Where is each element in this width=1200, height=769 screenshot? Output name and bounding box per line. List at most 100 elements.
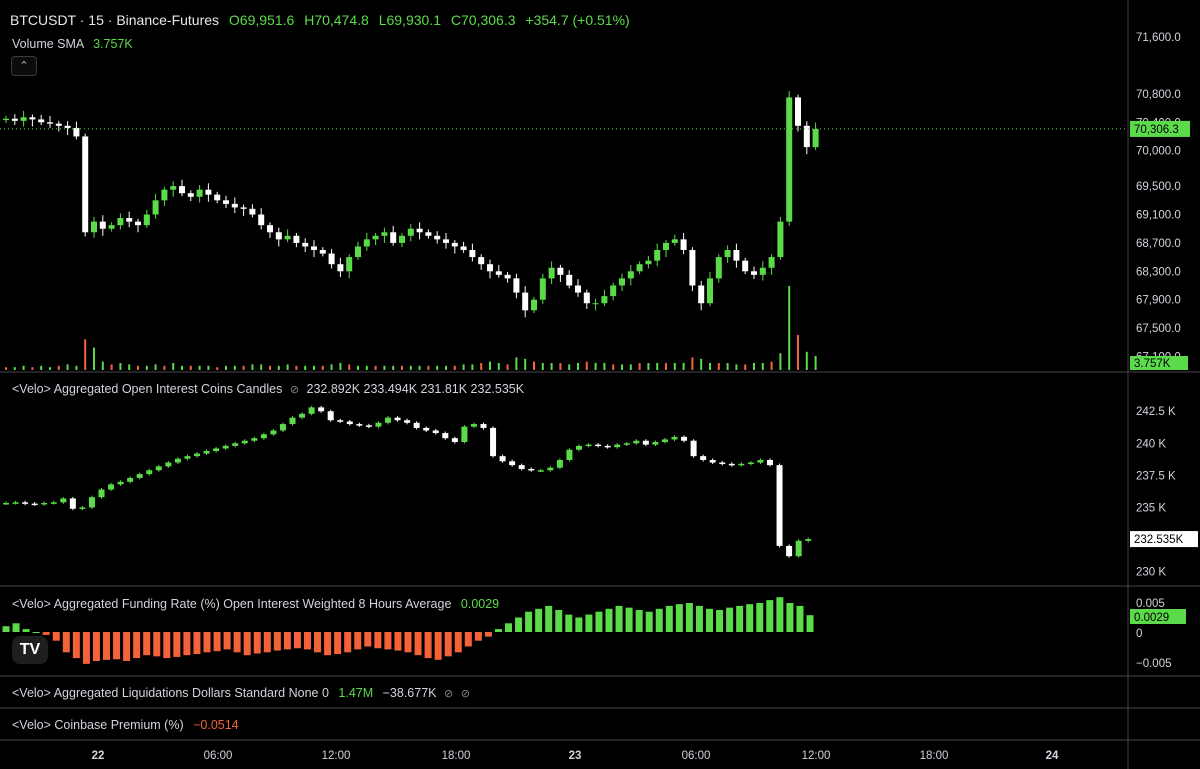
- oi-candle: [60, 498, 67, 503]
- funding-tick-label: 0.005: [1136, 598, 1165, 610]
- volume-bar: [181, 365, 183, 370]
- volume-bar: [753, 363, 755, 370]
- oi-candle: [346, 421, 353, 425]
- price-candle: [91, 221, 97, 233]
- funding-bar: [675, 604, 683, 632]
- funding-bar: [243, 632, 251, 656]
- price-candle: [759, 267, 766, 275]
- oi-candle: [232, 443, 239, 446]
- hidden-icon[interactable]: ⊘: [289, 384, 300, 396]
- funding-bar: [786, 603, 794, 632]
- price-candle: [73, 127, 80, 137]
- volume-bar: [700, 358, 703, 370]
- price-candle: [689, 250, 696, 286]
- price-candle: [671, 239, 678, 243]
- hidden-icon[interactable]: ⊘: [443, 688, 454, 700]
- volume-bar: [709, 363, 711, 370]
- volume-bar: [383, 365, 386, 370]
- oi-candle: [3, 502, 9, 505]
- funding-tick-label: −0.005: [1136, 658, 1172, 670]
- price-candle: [627, 271, 634, 279]
- volume-bar: [295, 365, 298, 370]
- volume-bar: [427, 365, 430, 370]
- price-candle: [135, 221, 141, 226]
- volume-bar: [40, 365, 43, 370]
- price-candle: [355, 246, 361, 258]
- funding-bar: [143, 632, 151, 656]
- price-tick-label: 68,300.0: [1136, 266, 1181, 278]
- funding-bar: [293, 632, 301, 649]
- volume-bar: [93, 347, 95, 370]
- price-tick-label: 67,500.0: [1136, 323, 1181, 335]
- volume-bar: [286, 364, 289, 370]
- funding-bar: [304, 632, 311, 650]
- price-candle: [258, 214, 265, 226]
- oi-candle: [547, 467, 554, 471]
- volume-bar: [559, 363, 562, 370]
- volume-bar: [761, 363, 764, 370]
- funding-bar: [535, 608, 543, 632]
- volume-bar: [585, 361, 588, 370]
- price-candle: [205, 189, 212, 195]
- volume-bar: [436, 365, 439, 370]
- funding-bar: [253, 632, 261, 654]
- oi-values: 232.892K 233.494K 231.81K 232.535K: [306, 382, 525, 396]
- oi-candle: [194, 453, 200, 457]
- price-candle: [117, 218, 124, 226]
- funding-bar: [726, 607, 734, 632]
- volume-bar: [612, 364, 615, 370]
- volume-bar: [348, 364, 351, 370]
- price-candle: [610, 285, 617, 297]
- oi-candle: [671, 436, 678, 440]
- liq-value-1: 1.47M: [338, 686, 374, 700]
- oi-candle: [442, 433, 449, 439]
- funding-bar: [434, 632, 442, 660]
- price-candle: [443, 239, 449, 243]
- price-candle: [768, 257, 775, 268]
- price-tick-label: 70,000.0: [1136, 146, 1181, 158]
- volume-bar: [656, 363, 659, 370]
- oi-candle: [289, 417, 296, 425]
- funding-bar: [695, 605, 703, 632]
- price-candle: [407, 228, 414, 236]
- funding-bar: [213, 632, 221, 652]
- funding-last-badge: [1130, 609, 1186, 624]
- volume-bar: [392, 365, 395, 370]
- oi-last-label: 232.535K: [1134, 534, 1184, 546]
- price-candle: [425, 232, 432, 236]
- oi-candle: [327, 411, 334, 421]
- hidden-icon[interactable]: ⊘: [460, 688, 470, 700]
- volume-bar: [277, 365, 280, 370]
- volume-bar: [75, 365, 78, 370]
- volume-bar: [506, 364, 509, 370]
- oi-candle: [642, 440, 649, 445]
- volume-bar: [726, 363, 729, 370]
- funding-bar: [685, 603, 693, 632]
- collapse-legend-button[interactable]: ⌃: [11, 56, 37, 76]
- price-candle: [469, 250, 476, 258]
- open-value: O69,951.6: [228, 12, 295, 28]
- oi-candle: [136, 474, 143, 478]
- volume-bar: [357, 365, 359, 370]
- volume-bar: [682, 363, 685, 370]
- oi-candle: [41, 502, 48, 505]
- price-tick-label: 70,800.0: [1136, 89, 1181, 101]
- volume-bar: [31, 367, 34, 370]
- funding-bar: [464, 632, 472, 647]
- price-candle: [152, 200, 159, 215]
- volume-bar: [163, 365, 166, 370]
- price-candle: [284, 235, 291, 240]
- funding-bar: [776, 597, 784, 632]
- time-tick-label: 12:00: [322, 750, 351, 762]
- price-candle: [592, 303, 599, 305]
- oi-candle: [738, 463, 745, 466]
- price-candle: [478, 257, 485, 265]
- price-candle: [302, 242, 309, 247]
- funding-bar: [72, 632, 80, 659]
- oi-candle: [299, 413, 306, 418]
- tradingview-logo-icon[interactable]: TV: [12, 636, 48, 664]
- volume-bar: [489, 361, 491, 370]
- volume-bar: [119, 363, 122, 370]
- time-tick-label: 06:00: [682, 750, 711, 762]
